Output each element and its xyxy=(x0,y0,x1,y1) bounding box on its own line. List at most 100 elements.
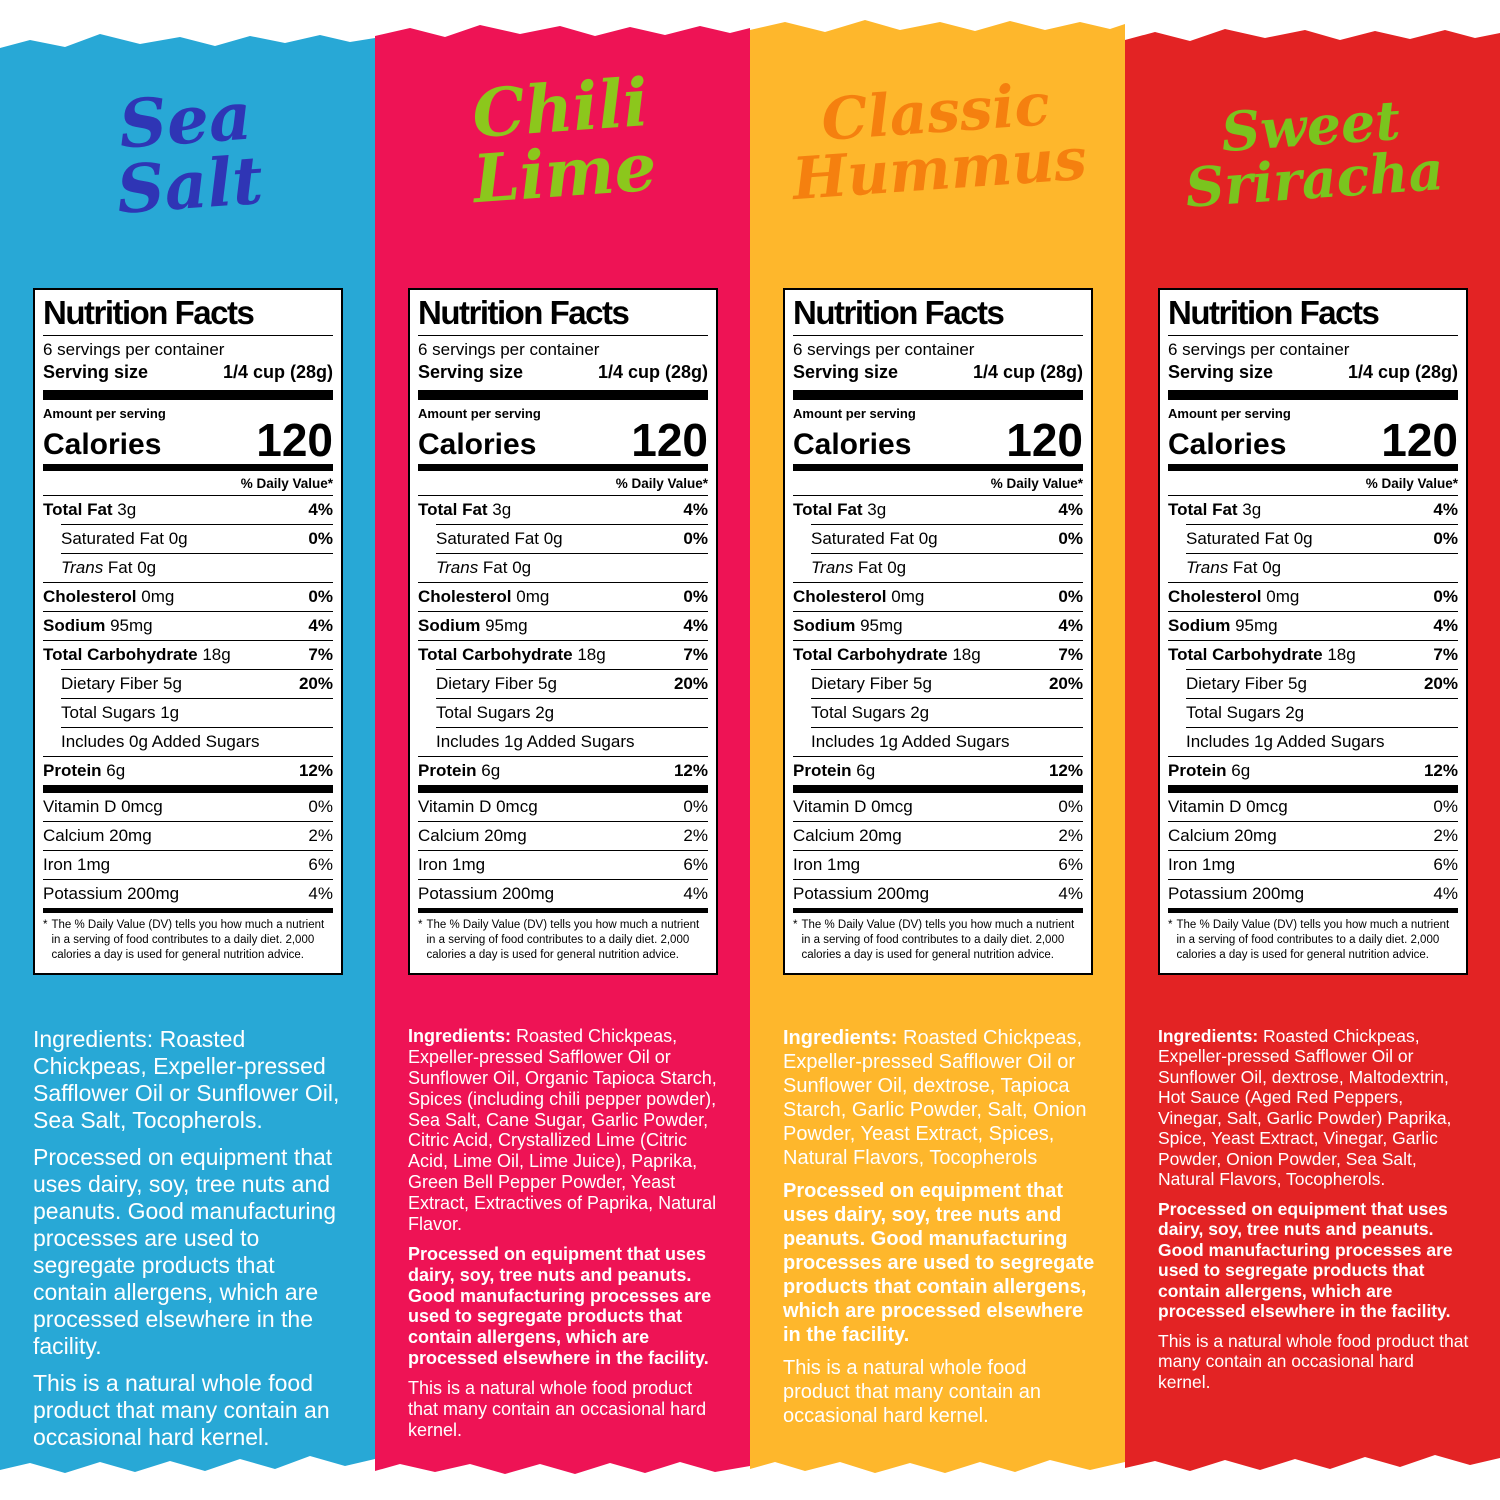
servings-per-container: 6 servings per container xyxy=(793,340,975,359)
nutrient-name: Calcium 20mg xyxy=(793,826,902,846)
divider-medium xyxy=(793,908,1083,914)
footnote-marker: * xyxy=(43,919,48,932)
daily-value-percent: 0% xyxy=(308,797,333,817)
nutrition-facts-label: Nutrition Facts 6 servings per container… xyxy=(408,288,718,975)
daily-value-percent: 6% xyxy=(1058,855,1083,875)
nutrient-row: Vitamin D 0mcg 0% xyxy=(793,793,1083,821)
daily-value-percent: 4% xyxy=(1433,884,1458,904)
nutrient-name: Dietary Fiber 5g xyxy=(811,674,932,694)
divider-medium xyxy=(1168,464,1458,472)
flavor-panel-classic-hummus: Classic Hummus Nutrition Facts 6 servings… xyxy=(750,0,1125,1500)
nutrient-row: Protein 6g 12% xyxy=(793,756,1083,785)
allergen-paragraph: Processed on equipment that uses dairy, … xyxy=(33,1143,337,1360)
nutrient-name: Sodium 95mg xyxy=(793,616,903,636)
nutrient-name: Sodium 95mg xyxy=(1168,616,1278,636)
calories-label: Calories xyxy=(43,428,162,462)
nutrient-name: Iron 1mg xyxy=(418,855,486,875)
nutrient-row: Total Sugars 2g xyxy=(436,698,708,727)
nutrient-row: Calcium 20mg 2% xyxy=(793,821,1083,850)
daily-value-percent: 6% xyxy=(683,855,708,875)
ingredients-intro: Ingredients: xyxy=(408,1026,512,1046)
serving-size-row: Serving size 1/4 cup (28g) xyxy=(418,360,708,390)
serving-size-row: Serving size 1/4 cup (28g) xyxy=(1168,360,1458,390)
nutrient-name: Protein 6g xyxy=(1168,761,1251,781)
nutrient-name: Protein 6g xyxy=(418,761,501,781)
daily-value-percent: 4% xyxy=(308,500,333,520)
nutrient-row: Dietary Fiber 5g 20% xyxy=(61,669,333,698)
nutrient-row: Iron 1mg 6% xyxy=(793,850,1083,879)
nutrient-name: Potassium 200mg xyxy=(418,884,555,904)
serving-size-label: Serving size xyxy=(43,362,149,382)
daily-value-percent: 2% xyxy=(1433,826,1458,846)
calories-value: 120 xyxy=(1381,414,1458,466)
nutrition-facts-title: Nutrition Facts xyxy=(418,294,708,336)
nutrient-row: Cholesterol 0mg 0% xyxy=(43,582,333,611)
calories-row: Calories 120 xyxy=(793,417,1083,464)
daily-value-percent: 20% xyxy=(1048,674,1083,694)
nutrition-facts-title: Nutrition Facts xyxy=(1168,294,1458,336)
divider-thick xyxy=(793,390,1083,400)
nutrient-row: Calcium 20mg 2% xyxy=(418,821,708,850)
nutrient-name: Iron 1mg xyxy=(1168,855,1236,875)
daily-value-percent: 4% xyxy=(308,616,333,636)
ingredients-paragraph: Ingredients: Roasted Chickpeas, Expeller… xyxy=(33,1026,345,1135)
nutrient-name: Total Fat 3g xyxy=(418,500,512,520)
divider-thick xyxy=(418,390,708,400)
daily-value-percent: 12% xyxy=(1048,761,1083,781)
nutrient-row: Sodium 95mg 4% xyxy=(1168,611,1458,640)
ingredients-body: Roasted Chickpeas, Expeller-pressed Saff… xyxy=(783,1027,1087,1169)
nutrient-name: Saturated Fat 0g xyxy=(61,529,188,549)
nutrient-row: Sodium 95mg 4% xyxy=(418,611,708,640)
ingredients-intro: Ingredients: xyxy=(1158,1026,1259,1046)
daily-value-header: % Daily Value* xyxy=(793,471,1083,497)
ingredients-section: Ingredients: Roasted Chickpeas, Expeller… xyxy=(783,1026,1095,1437)
kernel-paragraph: This is a natural whole food product tha… xyxy=(33,1369,330,1450)
nutrient-name: Calcium 20mg xyxy=(43,826,152,846)
nutrient-row: Iron 1mg 6% xyxy=(1168,850,1458,879)
daily-value-percent: 12% xyxy=(1423,761,1458,781)
nutrient-name: Total Fat 3g xyxy=(43,500,137,520)
nutrient-name: Iron 1mg xyxy=(793,855,861,875)
allergen-paragraph: Processed on equipment that uses dairy, … xyxy=(1158,1198,1453,1322)
nutrient-row: Includes 1g Added Sugars xyxy=(436,727,708,756)
flavor-panel-sweet-sriracha: Sweet Sriracha Nutrition Facts 6 servings… xyxy=(1125,0,1500,1500)
divider-thick xyxy=(1168,390,1458,400)
serving-size-value: 1/4 cup (28g) xyxy=(972,362,1083,382)
nutrient-name: Trans Fat 0g xyxy=(811,558,907,578)
daily-value-percent: 7% xyxy=(1433,645,1458,665)
daily-value-header: % Daily Value* xyxy=(43,471,333,497)
serving-size-label: Serving size xyxy=(418,362,524,382)
daily-value-percent: 0% xyxy=(683,587,708,607)
nutrient-row: Total Carbohydrate 18g 7% xyxy=(418,640,708,669)
serving-size-row: Serving size 1/4 cup (28g) xyxy=(793,360,1083,390)
nutrient-row: Total Fat 3g 4% xyxy=(793,496,1083,524)
calories-label: Calories xyxy=(793,428,912,462)
nutrient-name: Calcium 20mg xyxy=(1168,826,1277,846)
nutrient-row: Trans Fat 0g xyxy=(811,553,1083,582)
nutrition-facts-label: Nutrition Facts 6 servings per container… xyxy=(33,288,343,975)
nutrient-row: Dietary Fiber 5g 20% xyxy=(436,669,708,698)
nutrient-row: Vitamin D 0mcg 0% xyxy=(1168,793,1458,821)
allergen-paragraph: Processed on equipment that uses dairy, … xyxy=(783,1180,1095,1346)
nutrient-row: Vitamin D 0mcg 0% xyxy=(418,793,708,821)
flavor-panel-sea-salt: Sea Salt Nutrition Facts 6 servings per c… xyxy=(0,0,375,1500)
footnote-text: The % Daily Value (DV) tells you how muc… xyxy=(1176,919,1450,961)
daily-value-percent: 20% xyxy=(1423,674,1458,694)
calories-row: Calories 120 xyxy=(43,417,333,464)
divider-thick xyxy=(43,785,333,794)
servings-per-container: 6 servings per container xyxy=(1168,340,1350,359)
nutrient-row: Total Sugars 2g xyxy=(811,698,1083,727)
daily-value-percent: 0% xyxy=(1433,797,1458,817)
divider-medium xyxy=(418,464,708,472)
amount-per-serving: Amount per serving xyxy=(1168,406,1291,421)
vitamin-rows: Vitamin D 0mcg 0% Calcium 20mg 2% Iron 1mg 6%… xyxy=(1168,793,1458,908)
daily-value-percent: 4% xyxy=(683,884,708,904)
serving-size-value: 1/4 cup (28g) xyxy=(597,362,708,382)
daily-value-percent: 0% xyxy=(1058,797,1083,817)
nutrient-rows: Total Fat 3g 4% Saturated Fat 0g 0% Trans Fa… xyxy=(418,496,708,785)
nutrient-name: Dietary Fiber 5g xyxy=(1186,674,1307,694)
daily-value-percent: 7% xyxy=(683,645,708,665)
daily-value-percent: 20% xyxy=(673,674,708,694)
nutrient-row: Protein 6g 12% xyxy=(43,756,333,785)
